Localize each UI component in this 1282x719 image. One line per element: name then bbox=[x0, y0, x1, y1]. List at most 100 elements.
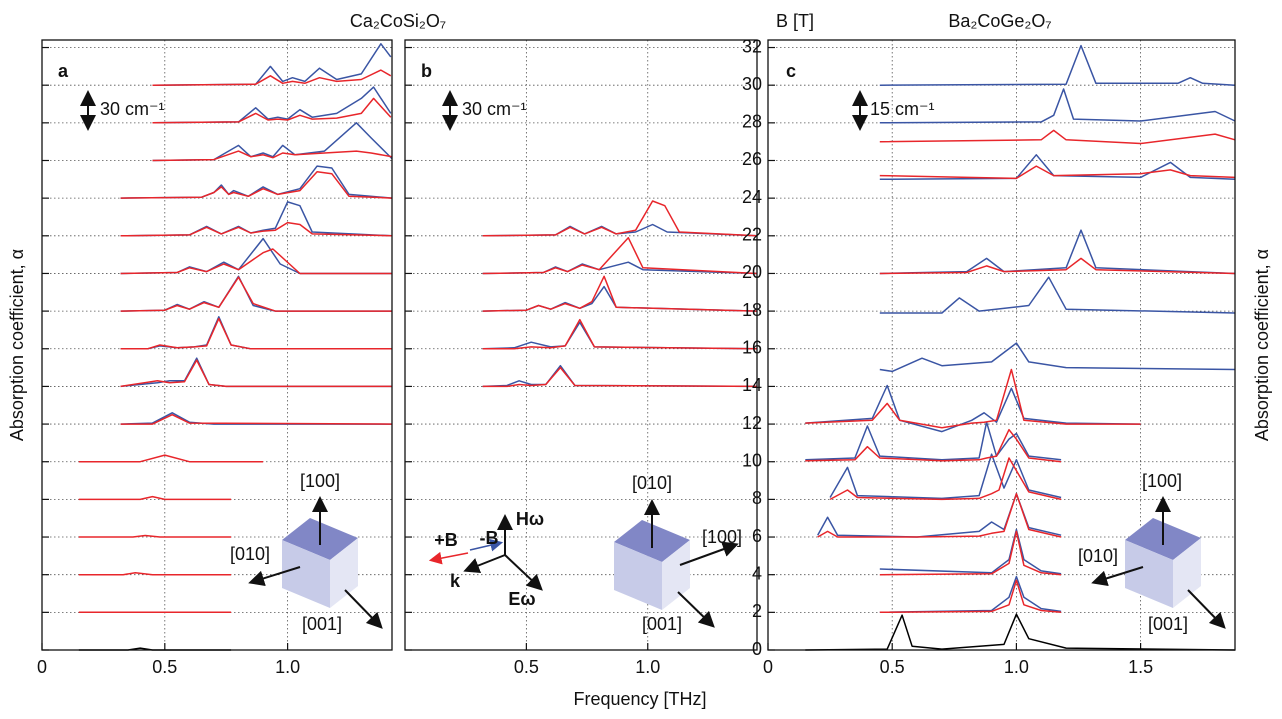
spectrum-line bbox=[879, 257, 1236, 275]
spectrum-line bbox=[817, 492, 1062, 538]
spectrum-line bbox=[879, 165, 1236, 180]
y-tick-label: 12 bbox=[742, 413, 762, 433]
annotation: Eω bbox=[508, 589, 535, 609]
x-axis-label: Frequency [THz] bbox=[573, 689, 706, 709]
annotation: 30 cm⁻¹ bbox=[100, 99, 165, 119]
spectrum-line bbox=[879, 342, 1236, 373]
panel-label: b bbox=[421, 61, 432, 81]
annotation: [001] bbox=[642, 614, 682, 634]
spectrum-line bbox=[879, 530, 1062, 576]
spectrum-line bbox=[879, 276, 1236, 314]
x-tick-label: 1.0 bbox=[275, 657, 300, 677]
spectrum-line bbox=[482, 321, 758, 350]
annotation: [100] bbox=[702, 527, 742, 547]
spectrum-line bbox=[120, 221, 393, 237]
spectrum-line bbox=[78, 572, 232, 576]
spectrum-line bbox=[879, 528, 1062, 575]
spectrum-line bbox=[78, 495, 232, 501]
spectrum-line bbox=[879, 575, 1062, 614]
y-tick-label: 30 bbox=[742, 74, 762, 94]
spectrum-line bbox=[879, 229, 1236, 275]
annotation: 15 cm⁻¹ bbox=[870, 99, 935, 119]
x-tick-label: 0 bbox=[37, 657, 47, 677]
annotation: [010] bbox=[632, 473, 672, 493]
spectrum-line bbox=[120, 165, 393, 199]
annotation: k bbox=[450, 571, 461, 591]
chart-title: Ca₂CoSi₂O₇ bbox=[350, 11, 446, 31]
spectrum-line bbox=[120, 317, 392, 350]
y-tick-label: 26 bbox=[742, 149, 762, 169]
spectrum-line bbox=[120, 171, 393, 199]
spectrum-line bbox=[152, 86, 392, 124]
spectrum-line bbox=[120, 357, 392, 388]
spectrum-line bbox=[78, 534, 232, 538]
spectrum-line bbox=[120, 413, 393, 425]
spectrum-line bbox=[152, 69, 392, 86]
field-arrow bbox=[469, 538, 504, 552]
axis-arrow bbox=[504, 554, 543, 591]
spectrum-line bbox=[152, 150, 393, 162]
spectrum-line bbox=[152, 122, 393, 162]
x-tick-label: 0.5 bbox=[152, 657, 177, 677]
spectrum-line bbox=[120, 275, 392, 312]
y-tick-label: 24 bbox=[742, 187, 762, 207]
chart-title: Ba₂CoGe₂O₇ bbox=[948, 11, 1051, 31]
axis-arrow bbox=[679, 541, 739, 566]
axis-arrow bbox=[344, 589, 383, 629]
spectrum-line bbox=[120, 237, 392, 275]
spectrum-line bbox=[120, 276, 392, 312]
annotation: Hω bbox=[516, 509, 544, 529]
y-tick-label: 32 bbox=[742, 36, 762, 56]
spectrum-line bbox=[879, 44, 1236, 86]
y-tick-label: 28 bbox=[742, 112, 762, 132]
plot-frame bbox=[767, 39, 1236, 651]
spectrum-line bbox=[482, 366, 758, 388]
y-tick-label: 10 bbox=[742, 450, 762, 470]
spectrum-line bbox=[482, 275, 758, 312]
spectrum-line bbox=[829, 457, 1062, 501]
plot-frame bbox=[41, 39, 393, 651]
annotation: [100] bbox=[300, 471, 340, 491]
spectrum-line bbox=[805, 368, 1141, 429]
spectrum-line bbox=[78, 454, 264, 463]
annotation: 30 cm⁻¹ bbox=[462, 99, 527, 119]
field-arrow bbox=[428, 551, 469, 565]
plot-layer: 0 0.5 1.0 a Ca₂CoSi₂O₇ Absorption coefficient… bbox=[7, 11, 1272, 709]
spectrum-line bbox=[482, 318, 758, 350]
axis-arrow bbox=[1187, 589, 1226, 629]
axis-arrow bbox=[1091, 566, 1144, 587]
annotation: +B bbox=[434, 530, 458, 550]
spectrum-line bbox=[829, 453, 1062, 500]
axis-arrow bbox=[463, 554, 506, 574]
spectrum-line bbox=[120, 359, 392, 388]
x-tick-label: 0.5 bbox=[514, 657, 539, 677]
spectrum-line bbox=[805, 384, 1141, 433]
spectrum-line bbox=[120, 201, 393, 237]
axis-arrow bbox=[677, 591, 715, 628]
annotation: [010] bbox=[1078, 546, 1118, 566]
y-axis-label-right: Absorption coefficient, α bbox=[1252, 249, 1272, 441]
spectrum-line bbox=[120, 248, 392, 275]
y-tick-label: 22 bbox=[742, 225, 762, 245]
spectrum-line bbox=[152, 43, 392, 86]
y-tick-label: 0 bbox=[752, 639, 762, 659]
spectrum-line bbox=[805, 428, 1062, 463]
spectrum-line bbox=[120, 412, 392, 425]
x-tick-label: 1.0 bbox=[1004, 657, 1029, 677]
x-tick-label: 0 bbox=[763, 657, 773, 677]
spectrum-line bbox=[482, 364, 758, 388]
y-axis-unit: B [T] bbox=[776, 11, 814, 31]
spectrum-line bbox=[805, 613, 1236, 651]
spectrum-line bbox=[879, 579, 1062, 614]
y-tick-label: 20 bbox=[742, 262, 762, 282]
annotation: [001] bbox=[302, 614, 342, 634]
annotation: -B bbox=[480, 528, 499, 548]
spectrum-line bbox=[805, 421, 1062, 461]
panel-label: c bbox=[786, 61, 796, 81]
annotation: [010] bbox=[230, 544, 270, 564]
x-tick-label: 1.0 bbox=[635, 657, 660, 677]
spectrum-line bbox=[120, 316, 392, 350]
y-tick-label: 18 bbox=[742, 300, 762, 320]
spectrum-line bbox=[482, 200, 758, 237]
